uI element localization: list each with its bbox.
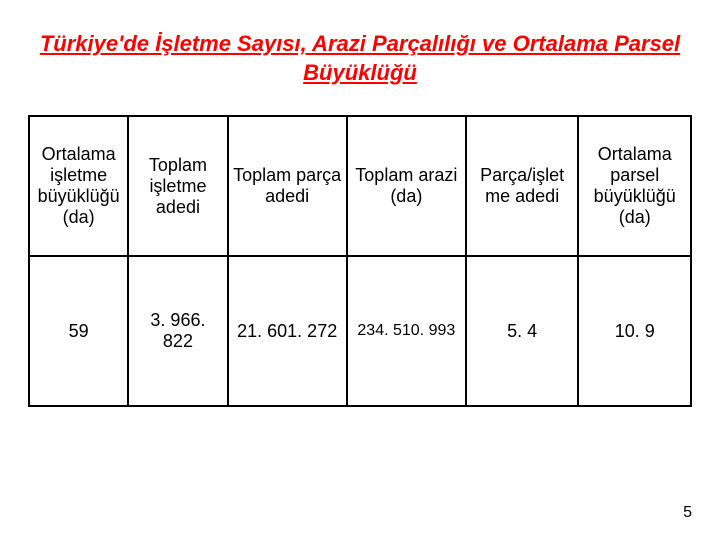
- header-cell: Toplam arazi (da): [347, 116, 466, 256]
- table-cell: 10. 9: [578, 256, 691, 406]
- table-cell: 59: [29, 256, 128, 406]
- page-number: 5: [683, 504, 692, 522]
- header-cell: Ortalama parsel büyüklüğü (da): [578, 116, 691, 256]
- table-row: 59 3. 966. 822 21. 601. 272 234. 510. 99…: [29, 256, 691, 406]
- table-cell: 5. 4: [466, 256, 579, 406]
- data-table: Ortalama işletme büyüklüğü (da) Toplam i…: [28, 115, 692, 407]
- header-cell: Toplam işletme adedi: [128, 116, 227, 256]
- header-row: Ortalama işletme büyüklüğü (da) Toplam i…: [29, 116, 691, 256]
- table-cell: 234. 510. 993: [347, 256, 466, 406]
- header-cell: Toplam parça adedi: [228, 116, 347, 256]
- table-cell: 3. 966. 822: [128, 256, 227, 406]
- page-title: Türkiye'de İşletme Sayısı, Arazi Parçalı…: [28, 30, 692, 87]
- table-cell: 21. 601. 272: [228, 256, 347, 406]
- header-cell: Ortalama işletme büyüklüğü (da): [29, 116, 128, 256]
- header-cell: Parça/işlet me adedi: [466, 116, 579, 256]
